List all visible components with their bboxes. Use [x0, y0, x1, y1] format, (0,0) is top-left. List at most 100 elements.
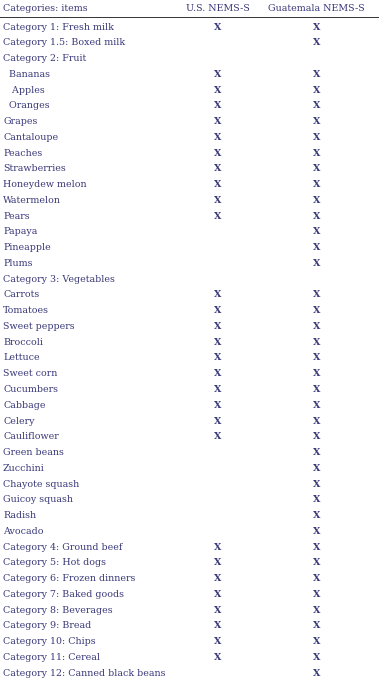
Text: X: X: [214, 385, 222, 394]
Text: X: X: [313, 401, 320, 410]
Text: Tomatoes: Tomatoes: [3, 306, 49, 316]
Text: Category 4: Ground beef: Category 4: Ground beef: [3, 543, 122, 552]
Text: Carrots: Carrots: [3, 291, 39, 300]
Text: X: X: [313, 558, 320, 567]
Text: X: X: [214, 180, 222, 189]
Text: X: X: [313, 480, 320, 489]
Text: Category 7: Baked goods: Category 7: Baked goods: [3, 590, 124, 599]
Text: Category 9: Bread: Category 9: Bread: [3, 621, 91, 630]
Text: Category 8: Beverages: Category 8: Beverages: [3, 605, 113, 614]
Text: X: X: [214, 23, 222, 31]
Text: Category 5: Hot dogs: Category 5: Hot dogs: [3, 558, 106, 567]
Text: X: X: [313, 574, 320, 583]
Text: X: X: [313, 306, 320, 316]
Text: X: X: [313, 669, 320, 678]
Text: X: X: [313, 165, 320, 174]
Text: Watermelon: Watermelon: [3, 196, 61, 205]
Text: X: X: [214, 196, 222, 205]
Text: Radish: Radish: [3, 511, 36, 520]
Text: X: X: [313, 590, 320, 599]
Text: X: X: [214, 401, 222, 410]
Text: Honeydew melon: Honeydew melon: [3, 180, 87, 189]
Text: Category 3: Vegetables: Category 3: Vegetables: [3, 275, 115, 284]
Text: X: X: [214, 605, 222, 614]
Text: Peaches: Peaches: [3, 149, 42, 158]
Text: Category 6: Frozen dinners: Category 6: Frozen dinners: [3, 574, 135, 583]
Text: Lettuce: Lettuce: [3, 354, 40, 363]
Text: X: X: [214, 621, 222, 630]
Text: Avocado: Avocado: [3, 527, 44, 536]
Text: X: X: [313, 369, 320, 378]
Text: Papaya: Papaya: [3, 227, 38, 236]
Text: X: X: [313, 227, 320, 236]
Text: Pears: Pears: [3, 212, 30, 221]
Text: X: X: [313, 605, 320, 614]
Text: Category 2: Fruit: Category 2: Fruit: [3, 54, 86, 63]
Text: X: X: [313, 23, 320, 31]
Text: X: X: [214, 70, 222, 79]
Text: X: X: [214, 354, 222, 363]
Text: Cabbage: Cabbage: [3, 401, 45, 410]
Text: Category 1.5: Boxed milk: Category 1.5: Boxed milk: [3, 38, 125, 47]
Text: X: X: [214, 637, 222, 646]
Text: X: X: [214, 165, 222, 174]
Text: Grapes: Grapes: [3, 117, 38, 126]
Text: Plums: Plums: [3, 259, 33, 268]
Text: X: X: [313, 464, 320, 473]
Text: X: X: [214, 322, 222, 331]
Text: X: X: [214, 133, 222, 142]
Text: X: X: [313, 338, 320, 347]
Text: X: X: [313, 180, 320, 189]
Text: X: X: [313, 385, 320, 394]
Text: X: X: [313, 621, 320, 630]
Text: X: X: [214, 306, 222, 316]
Text: X: X: [313, 196, 320, 205]
Text: X: X: [313, 38, 320, 47]
Text: Broccoli: Broccoli: [3, 338, 43, 347]
Text: X: X: [214, 212, 222, 221]
Text: X: X: [313, 653, 320, 662]
Text: X: X: [313, 85, 320, 95]
Text: Green beans: Green beans: [3, 448, 64, 457]
Text: X: X: [313, 637, 320, 646]
Text: X: X: [313, 149, 320, 158]
Text: Category 11: Cereal: Category 11: Cereal: [3, 653, 100, 662]
Text: X: X: [313, 243, 320, 252]
Text: Zucchini: Zucchini: [3, 464, 45, 473]
Text: X: X: [214, 432, 222, 441]
Text: Category 12: Canned black beans: Category 12: Canned black beans: [3, 669, 166, 678]
Text: Apples: Apples: [3, 85, 45, 95]
Text: X: X: [214, 338, 222, 347]
Text: X: X: [214, 558, 222, 567]
Text: X: X: [313, 432, 320, 441]
Text: X: X: [313, 496, 320, 505]
Text: Oranges: Oranges: [3, 101, 50, 111]
Text: X: X: [214, 291, 222, 300]
Text: X: X: [313, 543, 320, 552]
Text: Category 1: Fresh milk: Category 1: Fresh milk: [3, 23, 114, 31]
Text: X: X: [313, 212, 320, 221]
Text: X: X: [313, 101, 320, 111]
Text: Guicoy squash: Guicoy squash: [3, 496, 73, 505]
Text: Category 10: Chips: Category 10: Chips: [3, 637, 96, 646]
Text: X: X: [214, 117, 222, 126]
Text: Sweet peppers: Sweet peppers: [3, 322, 75, 331]
Text: X: X: [214, 369, 222, 378]
Text: X: X: [313, 354, 320, 363]
Text: X: X: [313, 259, 320, 268]
Text: Bananas: Bananas: [3, 70, 50, 79]
Text: X: X: [214, 653, 222, 662]
Text: Cantaloupe: Cantaloupe: [3, 133, 58, 142]
Text: Guatemala NEMS-S: Guatemala NEMS-S: [268, 3, 365, 13]
Text: X: X: [313, 511, 320, 520]
Text: X: X: [214, 590, 222, 599]
Text: Categories: items: Categories: items: [3, 3, 88, 13]
Text: X: X: [214, 574, 222, 583]
Text: X: X: [313, 448, 320, 457]
Text: X: X: [214, 543, 222, 552]
Text: Celery: Celery: [3, 416, 34, 425]
Text: Sweet corn: Sweet corn: [3, 369, 57, 378]
Text: Pineapple: Pineapple: [3, 243, 51, 252]
Text: X: X: [214, 85, 222, 95]
Text: U.S. NEMS-S: U.S. NEMS-S: [186, 3, 250, 13]
